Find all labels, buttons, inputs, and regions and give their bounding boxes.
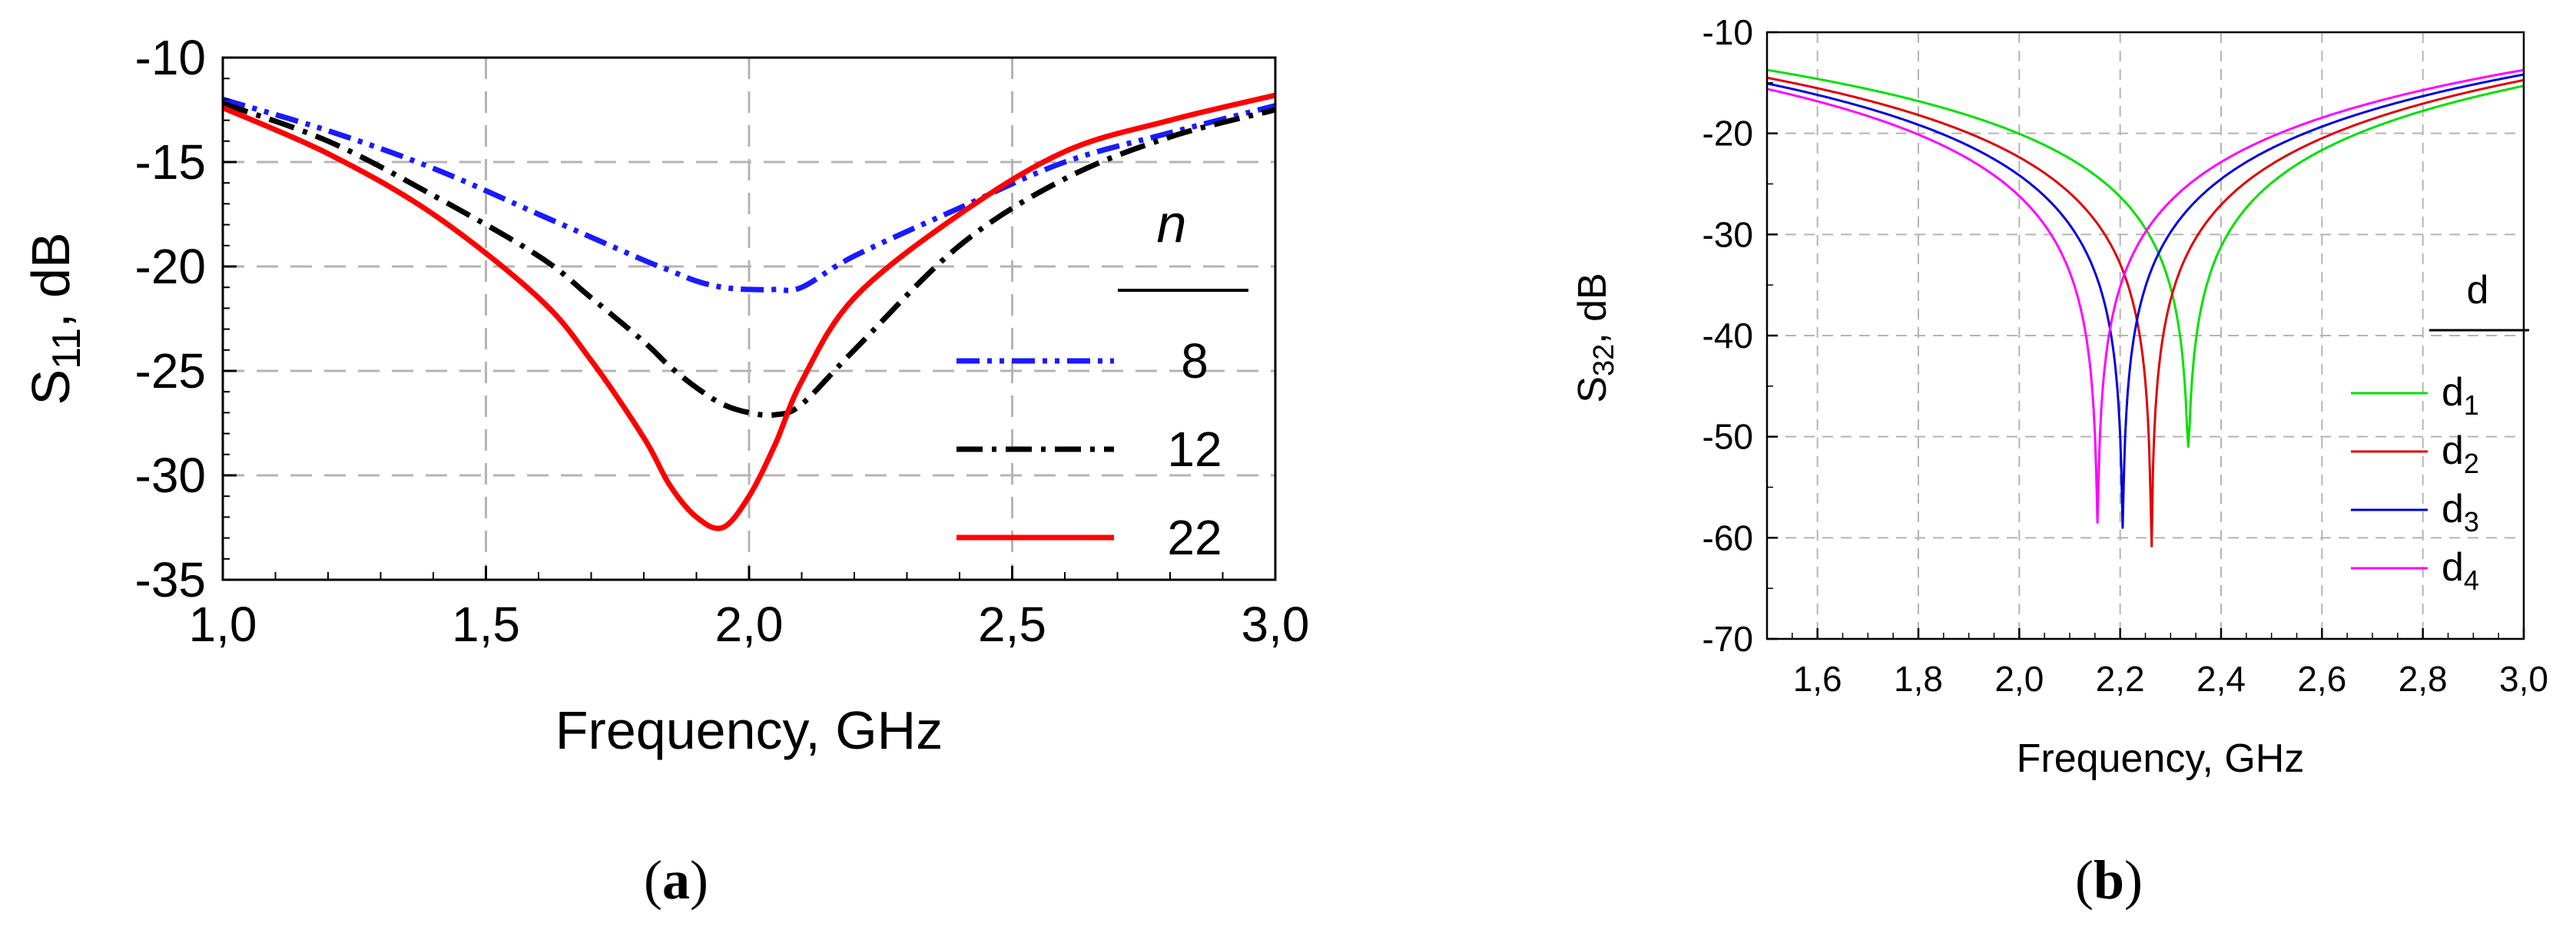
chart-b-x-tick-label: 2,4 [2196, 659, 2246, 699]
chart-a-y-tick-label: -25 [135, 343, 207, 399]
chart-b-legend-label-d1: d1 [2442, 370, 2479, 421]
chart-b-grid [1767, 32, 2524, 639]
chart-a-legend: n 8 12 22 [956, 194, 1248, 565]
chart-b-x-axis-label: Frequency, GHz [2017, 736, 2305, 781]
chart-b-y-tick-label: -40 [1702, 316, 1753, 356]
chart-b-y-tick-label: -20 [1702, 114, 1753, 154]
chart-b-x-tick-label: 3,0 [2499, 659, 2548, 699]
chart-a-x-tick-label: 1,5 [452, 597, 520, 652]
chart-a-legend-title: n [1157, 194, 1187, 253]
chart-a-y-tick-label: -10 [135, 30, 207, 85]
chart-b-y-label-sub: 32 [1588, 344, 1620, 376]
chart-b-x-tick-label: 1,8 [1894, 659, 1943, 699]
chart-a-series-line-8 [221, 97, 1276, 293]
chart-a-grid [223, 58, 1275, 580]
chart-b-x-tick-label: 2,6 [2297, 659, 2346, 699]
chart-b-y-tick-label: -10 [1702, 12, 1753, 52]
chart-b-series-line-d2 [1766, 76, 2525, 548]
chart-b-y-tick-label: -30 [1702, 214, 1753, 254]
chart-b-y-label-suffix: , dB [1570, 273, 1615, 344]
chart-a-y-tick-label: -20 [135, 239, 207, 294]
chart-a-y-tick-label: -15 [135, 134, 207, 190]
chart-a: 1,0 1,5 2,0 2,5 3,0 -10 -15 -20 -25 -30 -35 Freque… [21, 30, 1309, 760]
chart-a-y-tick-label: -35 [135, 552, 207, 607]
chart-b-x-tick-label: 2,0 [1994, 659, 2044, 699]
caption-b: (b) [2075, 849, 2143, 911]
caption-a: (a) [644, 849, 708, 911]
chart-a-y-axis-label: S11, dB [21, 232, 89, 405]
caption-a-letter: a [662, 849, 690, 911]
chart-a-y-label-main: S [21, 369, 81, 405]
caption-b-letter: b [2094, 849, 2124, 911]
chart-b-y-tick-label: -50 [1702, 417, 1753, 457]
chart-a-x-tick-label: 2,5 [978, 597, 1046, 652]
chart-a-x-tick-label: 2,0 [715, 597, 784, 652]
chart-b-y-tick-label: -70 [1702, 619, 1753, 659]
chart-b-x-tick-label: 1,6 [1793, 659, 1842, 699]
chart-a-y-label-suffix: , dB [21, 232, 81, 328]
chart-a-x-axis-label: Frequency, GHz [555, 700, 943, 760]
chart-b-legend-label-d2: d2 [2442, 428, 2479, 479]
chart-b-y-tick-label: -60 [1702, 518, 1753, 557]
chart-b: 1,6 1,8 2,0 2,2 2,4 2,6 2,8 3,0 -10 -20 -30 -40 -50 -… [1570, 12, 2548, 781]
chart-a-series-line-22 [221, 92, 1276, 531]
chart-a-series [221, 92, 1276, 531]
chart-b-legend-title: d [2467, 268, 2489, 313]
chart-b-legend-label-d4: d4 [2442, 545, 2479, 596]
chart-b-legend: d d1 d2 d3 d4 [2351, 268, 2529, 596]
chart-b-x-tick-label: 2,8 [2399, 659, 2448, 699]
chart-a-legend-label-12: 12 [1167, 422, 1222, 477]
chart-b-y-axis-label: S32, dB [1570, 273, 1620, 402]
chart-b-series-line-d4 [1766, 68, 2525, 524]
chart-b-tick-labels: 1,6 1,8 2,0 2,2 2,4 2,6 2,8 3,0 -10 -20 -30 -40 -50 -… [1702, 12, 2548, 699]
chart-a-series-line-12 [221, 101, 1276, 419]
chart-b-series [1766, 68, 2525, 548]
chart-a-ticks [221, 56, 1277, 581]
chart-a-x-tick-label: 3,0 [1242, 597, 1310, 652]
chart-b-legend-label-d3: d3 [2442, 487, 2479, 538]
chart-b-x-tick-label: 2,2 [2096, 659, 2145, 699]
chart-b-series-line-d3 [1766, 73, 2525, 529]
chart-a-y-tick-label: -30 [135, 448, 207, 503]
chart-a-y-label-sub: 11 [45, 328, 89, 369]
chart-b-series-line-d1 [1766, 68, 2525, 448]
chart-a-legend-label-8: 8 [1181, 333, 1208, 389]
chart-a-tick-labels: 1,0 1,5 2,0 2,5 3,0 -10 -15 -20 -25 -30 -35 [135, 30, 1310, 652]
chart-b-y-label-main: S [1570, 376, 1615, 403]
chart-b-ticks [1766, 31, 2525, 640]
chart-a-x-tick-label: 1,0 [189, 597, 257, 652]
chart-a-legend-label-22: 22 [1167, 510, 1222, 565]
